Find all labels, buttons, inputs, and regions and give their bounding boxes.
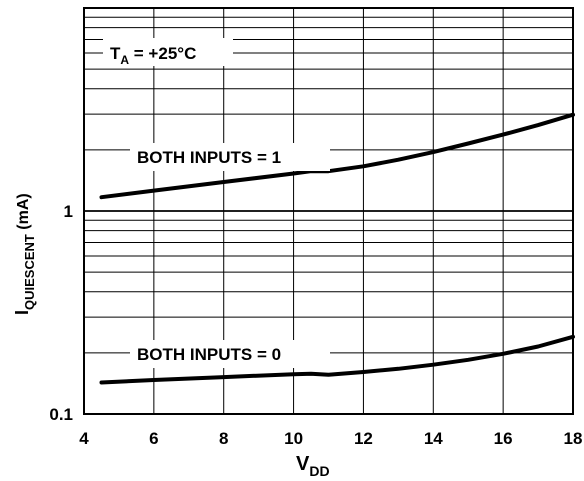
- x-tick-label: 16: [494, 429, 513, 448]
- x-tick-label: 14: [424, 429, 443, 448]
- series-layer: [99, 112, 575, 385]
- series-2-label-text: BOTH INPUTS = 0: [137, 345, 281, 364]
- y-axis-label-sub: QUIESCENT: [22, 234, 37, 310]
- ta-main: T: [110, 44, 121, 63]
- series-line-1: [99, 112, 575, 200]
- y-axis-label: IQUIESCENT (mA): [12, 193, 37, 315]
- series-1-label-text: BOTH INPUTS = 1: [137, 148, 281, 167]
- series-2-label-bg: [130, 340, 330, 368]
- x-tick-label: 6: [149, 429, 158, 448]
- series-line-2: [99, 334, 575, 385]
- x-tick-label: 8: [219, 429, 228, 448]
- x-tick-label: 12: [354, 429, 373, 448]
- series-1-label-bg: [130, 143, 330, 171]
- temperature-annotation: TA = +25°C: [103, 38, 233, 67]
- ta-sub: A: [120, 53, 129, 67]
- x-axis-label: VDD: [296, 453, 330, 479]
- x-tick-label: 10: [284, 429, 303, 448]
- series-2-label: BOTH INPUTS = 0: [130, 340, 330, 368]
- x-tick-label: 18: [564, 429, 583, 448]
- x-axis-label-sub: DD: [309, 463, 329, 479]
- x-tick-label: 4: [79, 429, 89, 448]
- tick-labels: 4 6 8 10 12 14 16 18 0.1 1: [49, 202, 582, 448]
- y-tick-label: 1: [64, 202, 73, 221]
- temperature-annotation-text: TA = +25°C: [110, 44, 196, 67]
- ta-rest: = +25°C: [129, 44, 196, 63]
- y-axis-label-unit: (mA): [15, 193, 32, 234]
- plot-frame: [83, 7, 574, 415]
- y-tick-label: 0.1: [49, 405, 73, 424]
- x-axis-label-main: V: [296, 453, 310, 475]
- y-axis-label-main: I: [12, 310, 32, 315]
- series-1-label: BOTH INPUTS = 1: [130, 143, 330, 171]
- temperature-annotation-bg: [103, 38, 233, 66]
